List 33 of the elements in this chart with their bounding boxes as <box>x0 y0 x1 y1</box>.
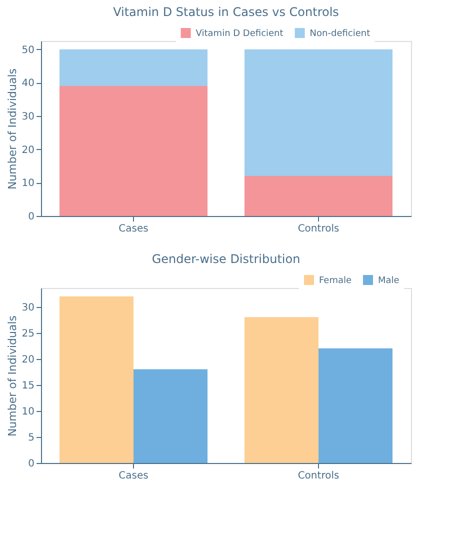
legend-label: Male <box>378 276 400 286</box>
legend-label: Female <box>319 276 352 286</box>
y-tick-label: 30 <box>22 302 34 314</box>
chart-title: Gender-wise Distribution <box>152 252 300 266</box>
bar <box>318 348 392 463</box>
x-tick-label: Controls <box>298 224 340 234</box>
y-tick-label: 50 <box>22 44 34 56</box>
bar <box>60 296 134 463</box>
y-tick-label: 5 <box>28 432 34 444</box>
bar <box>60 86 208 216</box>
x-tick-label: Cases <box>118 470 148 482</box>
bar <box>134 369 208 463</box>
x-tick-label: Cases <box>118 224 148 234</box>
y-tick-label: 15 <box>22 380 34 392</box>
chart-title: Vitamin D Status in Cases vs Controls <box>113 5 339 19</box>
y-tick-label: 30 <box>22 112 34 122</box>
y-tick-label: 25 <box>22 328 34 340</box>
y-tick-label: 40 <box>22 78 34 90</box>
y-tick-label: 10 <box>22 178 34 190</box>
y-axis-title: Number of Individuals <box>6 315 19 437</box>
y-tick-label: 0 <box>28 212 34 222</box>
y-axis-title: Number of Individuals <box>6 68 19 190</box>
y-tick-label: 0 <box>28 458 34 470</box>
bar <box>244 49 392 176</box>
x-tick-label: Controls <box>298 470 340 482</box>
bar <box>60 49 208 86</box>
y-tick-label: 20 <box>22 354 34 366</box>
bar <box>244 176 392 216</box>
legend-label: Vitamin D Deficient <box>196 29 284 39</box>
y-tick-label: 20 <box>22 144 34 156</box>
bar <box>244 317 318 463</box>
y-tick-label: 10 <box>22 406 34 418</box>
legend-label: Non-deficient <box>310 29 371 39</box>
